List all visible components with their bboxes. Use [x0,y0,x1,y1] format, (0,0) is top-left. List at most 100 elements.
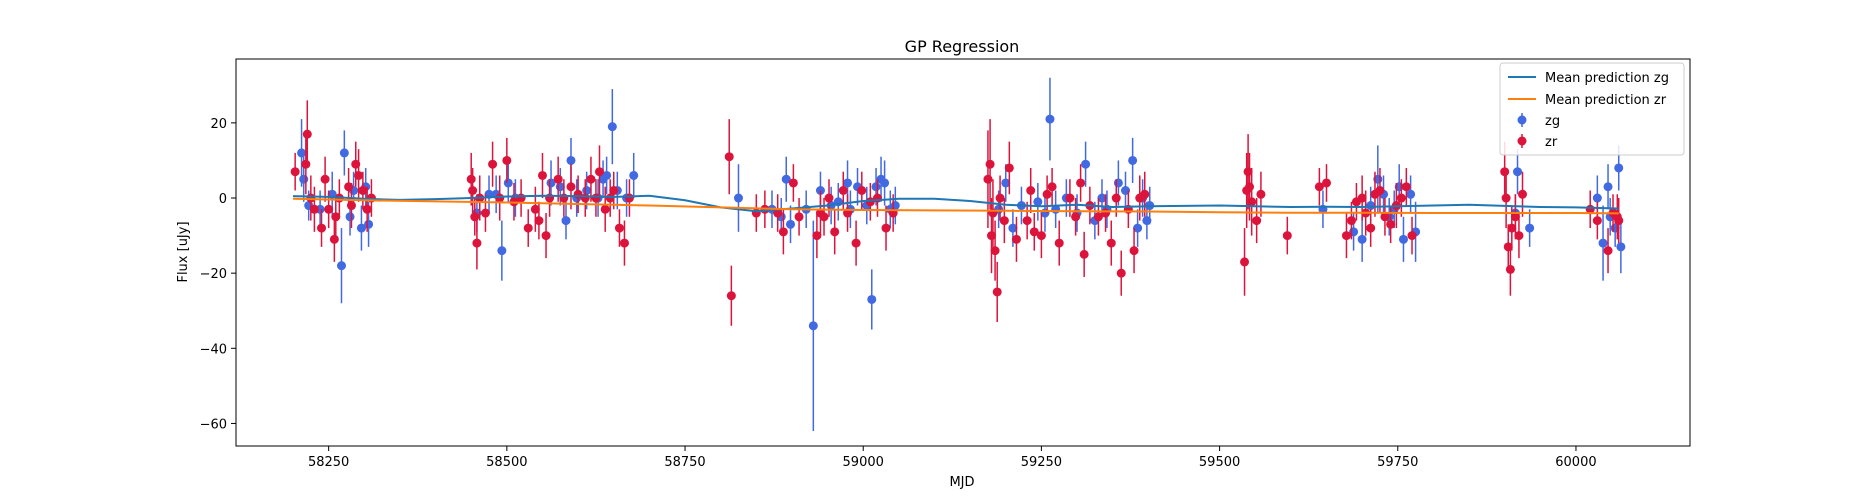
y-tick-label: −20 [200,267,227,282]
data-point-zr [1071,212,1081,222]
data-point-zg [336,261,346,271]
data-point-zr [1518,189,1528,199]
data-point-zr [1042,189,1052,199]
x-tick-label: 58500 [486,455,527,470]
data-point-zr [1357,193,1367,203]
data-point-zr [1101,208,1111,218]
data-point-zr [987,231,997,241]
data-point-zr [329,234,339,244]
data-point-zr [480,208,490,218]
data-point-zg [1603,182,1613,192]
data-point-zr [609,186,619,196]
data-point-zg [1133,223,1143,233]
legend-label-mean-zg: Mean prediction zg [1545,71,1669,86]
series-zr [290,100,1624,326]
data-point-zg [1398,234,1408,244]
data-point-zg [582,186,592,196]
data-point-zg [566,155,576,165]
data-point-zr [1026,186,1036,196]
data-point-zg [1008,223,1018,233]
x-tick-label: 59750 [1377,455,1418,470]
data-point-zr [881,223,891,233]
data-point-zr [324,204,334,214]
data-point-zg [602,170,612,180]
data-point-zg [1045,114,1055,124]
data-point-zr [317,223,327,233]
legend-swatch-zr [1517,134,1527,148]
y-axis: 20 0 −20 −40 −60 [200,117,236,432]
legend-label-mean-zr: Mean prediction zr [1545,93,1667,108]
data-point-zg [1097,193,1107,203]
data-point-zr [566,182,576,192]
data-point-zg [1406,189,1416,199]
data-point-zr [1065,193,1075,203]
data-point-zr [331,212,341,222]
data-point-zr [1322,178,1331,188]
data-point-zr [1366,223,1376,233]
data-point-zr [857,186,867,196]
data-point-zg [503,178,513,188]
data-point-zr [1004,163,1014,173]
data-point-zr [1510,212,1520,222]
data-point-zr [830,227,840,237]
y-axis-label: Flux [uJy] [176,221,191,282]
data-point-zg [1128,155,1138,165]
data-point-zr [812,231,822,241]
data-point-zr [1282,231,1292,241]
plot-frame [235,58,1691,447]
data-point-zg [786,219,796,229]
data-point-zr [302,129,312,139]
chart-title: GP Regression [905,37,1020,56]
data-point-zr [1500,167,1510,177]
data-point-zr [354,170,364,180]
data-point-zr [1501,193,1511,203]
data-point-zg [1614,163,1624,173]
data-point-zg [297,148,307,158]
data-point-zr [851,238,861,248]
data-point-zr [824,193,834,203]
mean-prediction-zg-line [292,194,1619,213]
data-point-zr [466,174,476,184]
data-point-zr [537,170,547,180]
data-point-zr [819,212,829,222]
data-point-zr [1022,216,1032,226]
y-tick-label: 0 [219,192,227,207]
data-point-zr [1380,212,1390,222]
data-point-zg [880,178,890,188]
data-point-zg [1113,178,1123,188]
data-point-zr [595,167,604,177]
x-tick-label: 58750 [664,455,705,470]
data-point-zr [838,186,848,196]
data-point-zr [726,291,736,301]
x-axis: 58250 58500 58750 59000 59250 59500 59750 60000 [308,446,1597,470]
data-point-zr [472,238,482,248]
data-point-zg [1001,178,1011,188]
series-zg [297,77,1626,431]
x-axis-label: MJD [949,475,974,490]
data-point-zr [1407,231,1417,241]
data-point-zr [488,159,498,169]
data-point-zr [530,204,540,214]
data-point-zr [773,208,783,218]
data-point-zg [561,216,571,226]
data-point-zr [1054,238,1064,248]
data-point-zr [1375,186,1385,196]
data-point-zr [1603,246,1613,256]
data-point-zr [778,227,788,237]
data-point-zr [1314,182,1324,192]
data-point-zr [788,178,798,188]
mean-prediction-zr-line [292,197,1619,215]
data-point-zr [468,186,478,196]
data-point-zr [1346,216,1356,226]
data-point-zr [1252,216,1262,226]
data-point-zr [1093,212,1103,222]
data-point-zg [356,223,366,233]
data-point-zr [1240,257,1250,267]
data-point-zr [614,223,624,233]
legend-label-zg: zg [1545,114,1560,129]
data-point-zg [1513,167,1523,177]
data-point-zr [362,204,372,214]
data-point-zg [497,246,507,256]
data-point-zr [586,174,596,184]
